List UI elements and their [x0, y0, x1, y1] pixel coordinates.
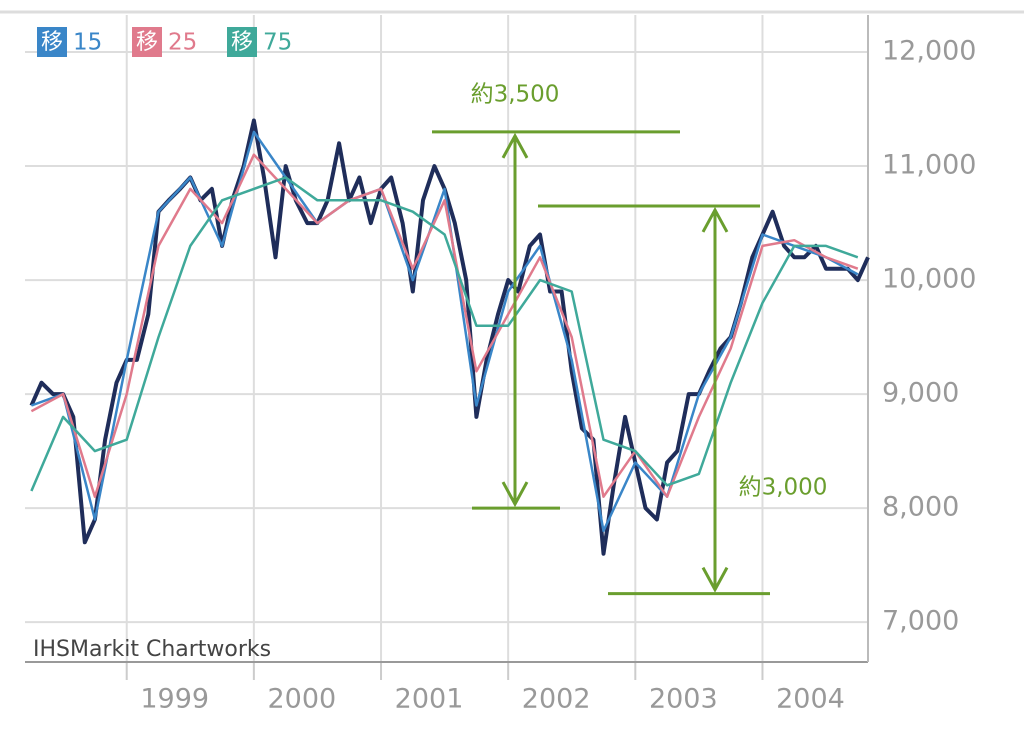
- arrow-head: [501, 132, 529, 508]
- legend-badge-text: 移: [41, 30, 63, 55]
- credit: IHSMarkit Chartworks: [33, 637, 271, 662]
- x-tick-label: 2000: [268, 684, 337, 715]
- y-tick-label: 10,000: [882, 264, 976, 295]
- series-line: [30, 176, 859, 492]
- legend-label: 15: [73, 30, 102, 56]
- y-tick-label: 12,000: [882, 36, 976, 67]
- y-tick-label: 11,000: [882, 150, 976, 181]
- y-tick-label: 8,000: [882, 492, 959, 523]
- x-tick-label: 1999: [140, 684, 209, 715]
- legend-label: 75: [263, 30, 292, 56]
- y-tick-label: 7,000: [882, 606, 959, 637]
- annotation-text: 約3,500: [471, 82, 560, 108]
- y-tick-label: 9,000: [882, 378, 959, 409]
- series-line: [30, 130, 859, 533]
- legend-label: 25: [168, 30, 197, 56]
- arrow-head: [701, 206, 729, 593]
- legend-badge-text: 移: [231, 30, 253, 55]
- annotation-text: 約3,000: [739, 475, 828, 501]
- x-tick-label: 2003: [649, 684, 718, 715]
- series-line: [30, 153, 859, 498]
- legend-badge: [37, 27, 67, 57]
- legend-badge-text: 移: [136, 30, 158, 55]
- x-tick-label: 2002: [522, 684, 591, 715]
- legend-badge: [227, 27, 257, 57]
- x-tick-label: 2004: [776, 684, 845, 715]
- legend-badge: [132, 27, 162, 57]
- x-tick-label: 2001: [395, 684, 464, 715]
